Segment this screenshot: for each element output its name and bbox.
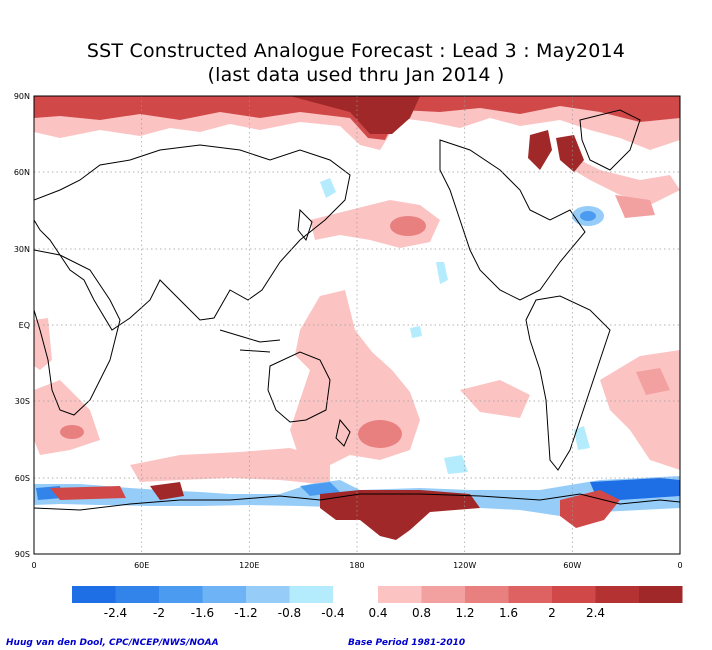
lat-label-60s: 60S bbox=[15, 474, 30, 483]
colorbar-tick-label: -0.4 bbox=[321, 606, 344, 620]
north-pacific-warm bbox=[310, 200, 440, 248]
australia-coast bbox=[267, 351, 331, 423]
coastlines bbox=[34, 109, 680, 511]
colorbar-swatch-positive-5 bbox=[595, 586, 639, 603]
map-frame bbox=[33, 95, 681, 555]
north-atlantic-warm bbox=[560, 150, 680, 205]
colorbar-swatch-positive-3 bbox=[508, 586, 552, 603]
lat-label-90n: 90N bbox=[14, 92, 30, 101]
credit-text: Huug van den Dool, CPC/NCEP/NWS/NOAA bbox=[6, 638, 219, 648]
colorbar-tick-label: 1.6 bbox=[499, 606, 518, 620]
weddell-warm bbox=[560, 490, 620, 528]
colorbar-swatch-negative-1 bbox=[115, 586, 159, 603]
greenland-coast bbox=[579, 109, 641, 171]
pacific-cold-spot bbox=[320, 178, 336, 198]
japan-coast bbox=[297, 208, 313, 242]
colorbar-tick-label: -1.2 bbox=[234, 606, 257, 620]
south-pacific-warm-core bbox=[358, 420, 402, 448]
labrador-warm-peak bbox=[528, 130, 552, 170]
lon-label-180: 180 bbox=[349, 561, 364, 570]
indonesia-coast bbox=[219, 329, 281, 353]
colorbar-swatch-positive-2 bbox=[465, 586, 509, 603]
lat-label-30n: 30N bbox=[14, 245, 30, 254]
colorbar-swatch-positive-4 bbox=[552, 586, 596, 603]
southern-ocean-warm bbox=[130, 448, 330, 485]
colorbar-tick-label: -2.4 bbox=[104, 606, 127, 620]
colorbar-swatch-positive-0 bbox=[378, 586, 422, 603]
antarctica-coast bbox=[34, 493, 680, 511]
arctic-warm-anomaly-peak bbox=[290, 96, 420, 134]
colorbar-swatch-positive-1 bbox=[421, 586, 465, 603]
lat-label-60n: 60N bbox=[14, 168, 30, 177]
colorbar-tick-label: -1.6 bbox=[191, 606, 214, 620]
north-atlantic-warm-2 bbox=[615, 195, 655, 218]
lon-label-120e: 120E bbox=[239, 561, 259, 570]
africa-coast bbox=[34, 249, 121, 416]
longitude-labels: 0 60E 120E 180 120W 60W 0 bbox=[31, 561, 682, 570]
colorbar-tick-label: 0.8 bbox=[412, 606, 431, 620]
lon-label-60e: 60E bbox=[134, 561, 149, 570]
colorbar-tick-label: -2 bbox=[153, 606, 165, 620]
lat-label-eq: EQ bbox=[19, 321, 30, 330]
latitude-labels: 90N 60N 30N EQ 30S 60S 90S bbox=[14, 92, 30, 559]
lon-label-0-right: 0 bbox=[677, 561, 682, 570]
eurasia-coast bbox=[34, 144, 351, 331]
ross-sea-warm bbox=[320, 490, 480, 540]
map-subtitle: (last data used thru Jan 2014 ) bbox=[207, 64, 505, 86]
colorbar-swatch-positive-6 bbox=[639, 586, 683, 603]
lat-label-90s: 90S bbox=[15, 550, 30, 559]
colorbar-swatch-negative-0 bbox=[72, 586, 116, 603]
north-america-coast bbox=[439, 139, 586, 301]
indian-ocean-warm bbox=[34, 380, 100, 455]
lon-label-120w: 120W bbox=[453, 561, 476, 570]
colorbar: -2.4 -2 -1.6 -1.2 -0.8 -0.4 0.4 0.8 1.2 1.6 2 2.4 bbox=[72, 586, 683, 620]
colorbar-tick-label: 0.4 bbox=[368, 606, 387, 620]
colorbar-tick-label: -0.8 bbox=[278, 606, 301, 620]
colorbar-tick-label: 2 bbox=[548, 606, 556, 620]
colorbar-swatch-negative-4 bbox=[246, 586, 290, 603]
colorbar-swatch-negative-2 bbox=[159, 586, 203, 603]
south-america-coast bbox=[525, 295, 611, 471]
labrador-warm-peak-2 bbox=[556, 135, 584, 172]
north-pacific-warm-core bbox=[390, 216, 426, 236]
colorbar-tick-label: 1.2 bbox=[455, 606, 474, 620]
lon-label-60w: 60W bbox=[563, 561, 581, 570]
nz-coast bbox=[335, 418, 351, 447]
lon-label-0-left: 0 bbox=[31, 561, 36, 570]
base-period-text: Base Period 1981-2010 bbox=[348, 638, 466, 648]
colorbar-swatch-negative-5 bbox=[289, 586, 333, 603]
lat-label-30s: 30S bbox=[15, 397, 30, 406]
colorbar-tick-label: 2.4 bbox=[586, 606, 605, 620]
map-title: SST Constructed Analogue Forecast : Lead… bbox=[86, 40, 626, 62]
colorbar-swatch-negative-3 bbox=[202, 586, 246, 603]
